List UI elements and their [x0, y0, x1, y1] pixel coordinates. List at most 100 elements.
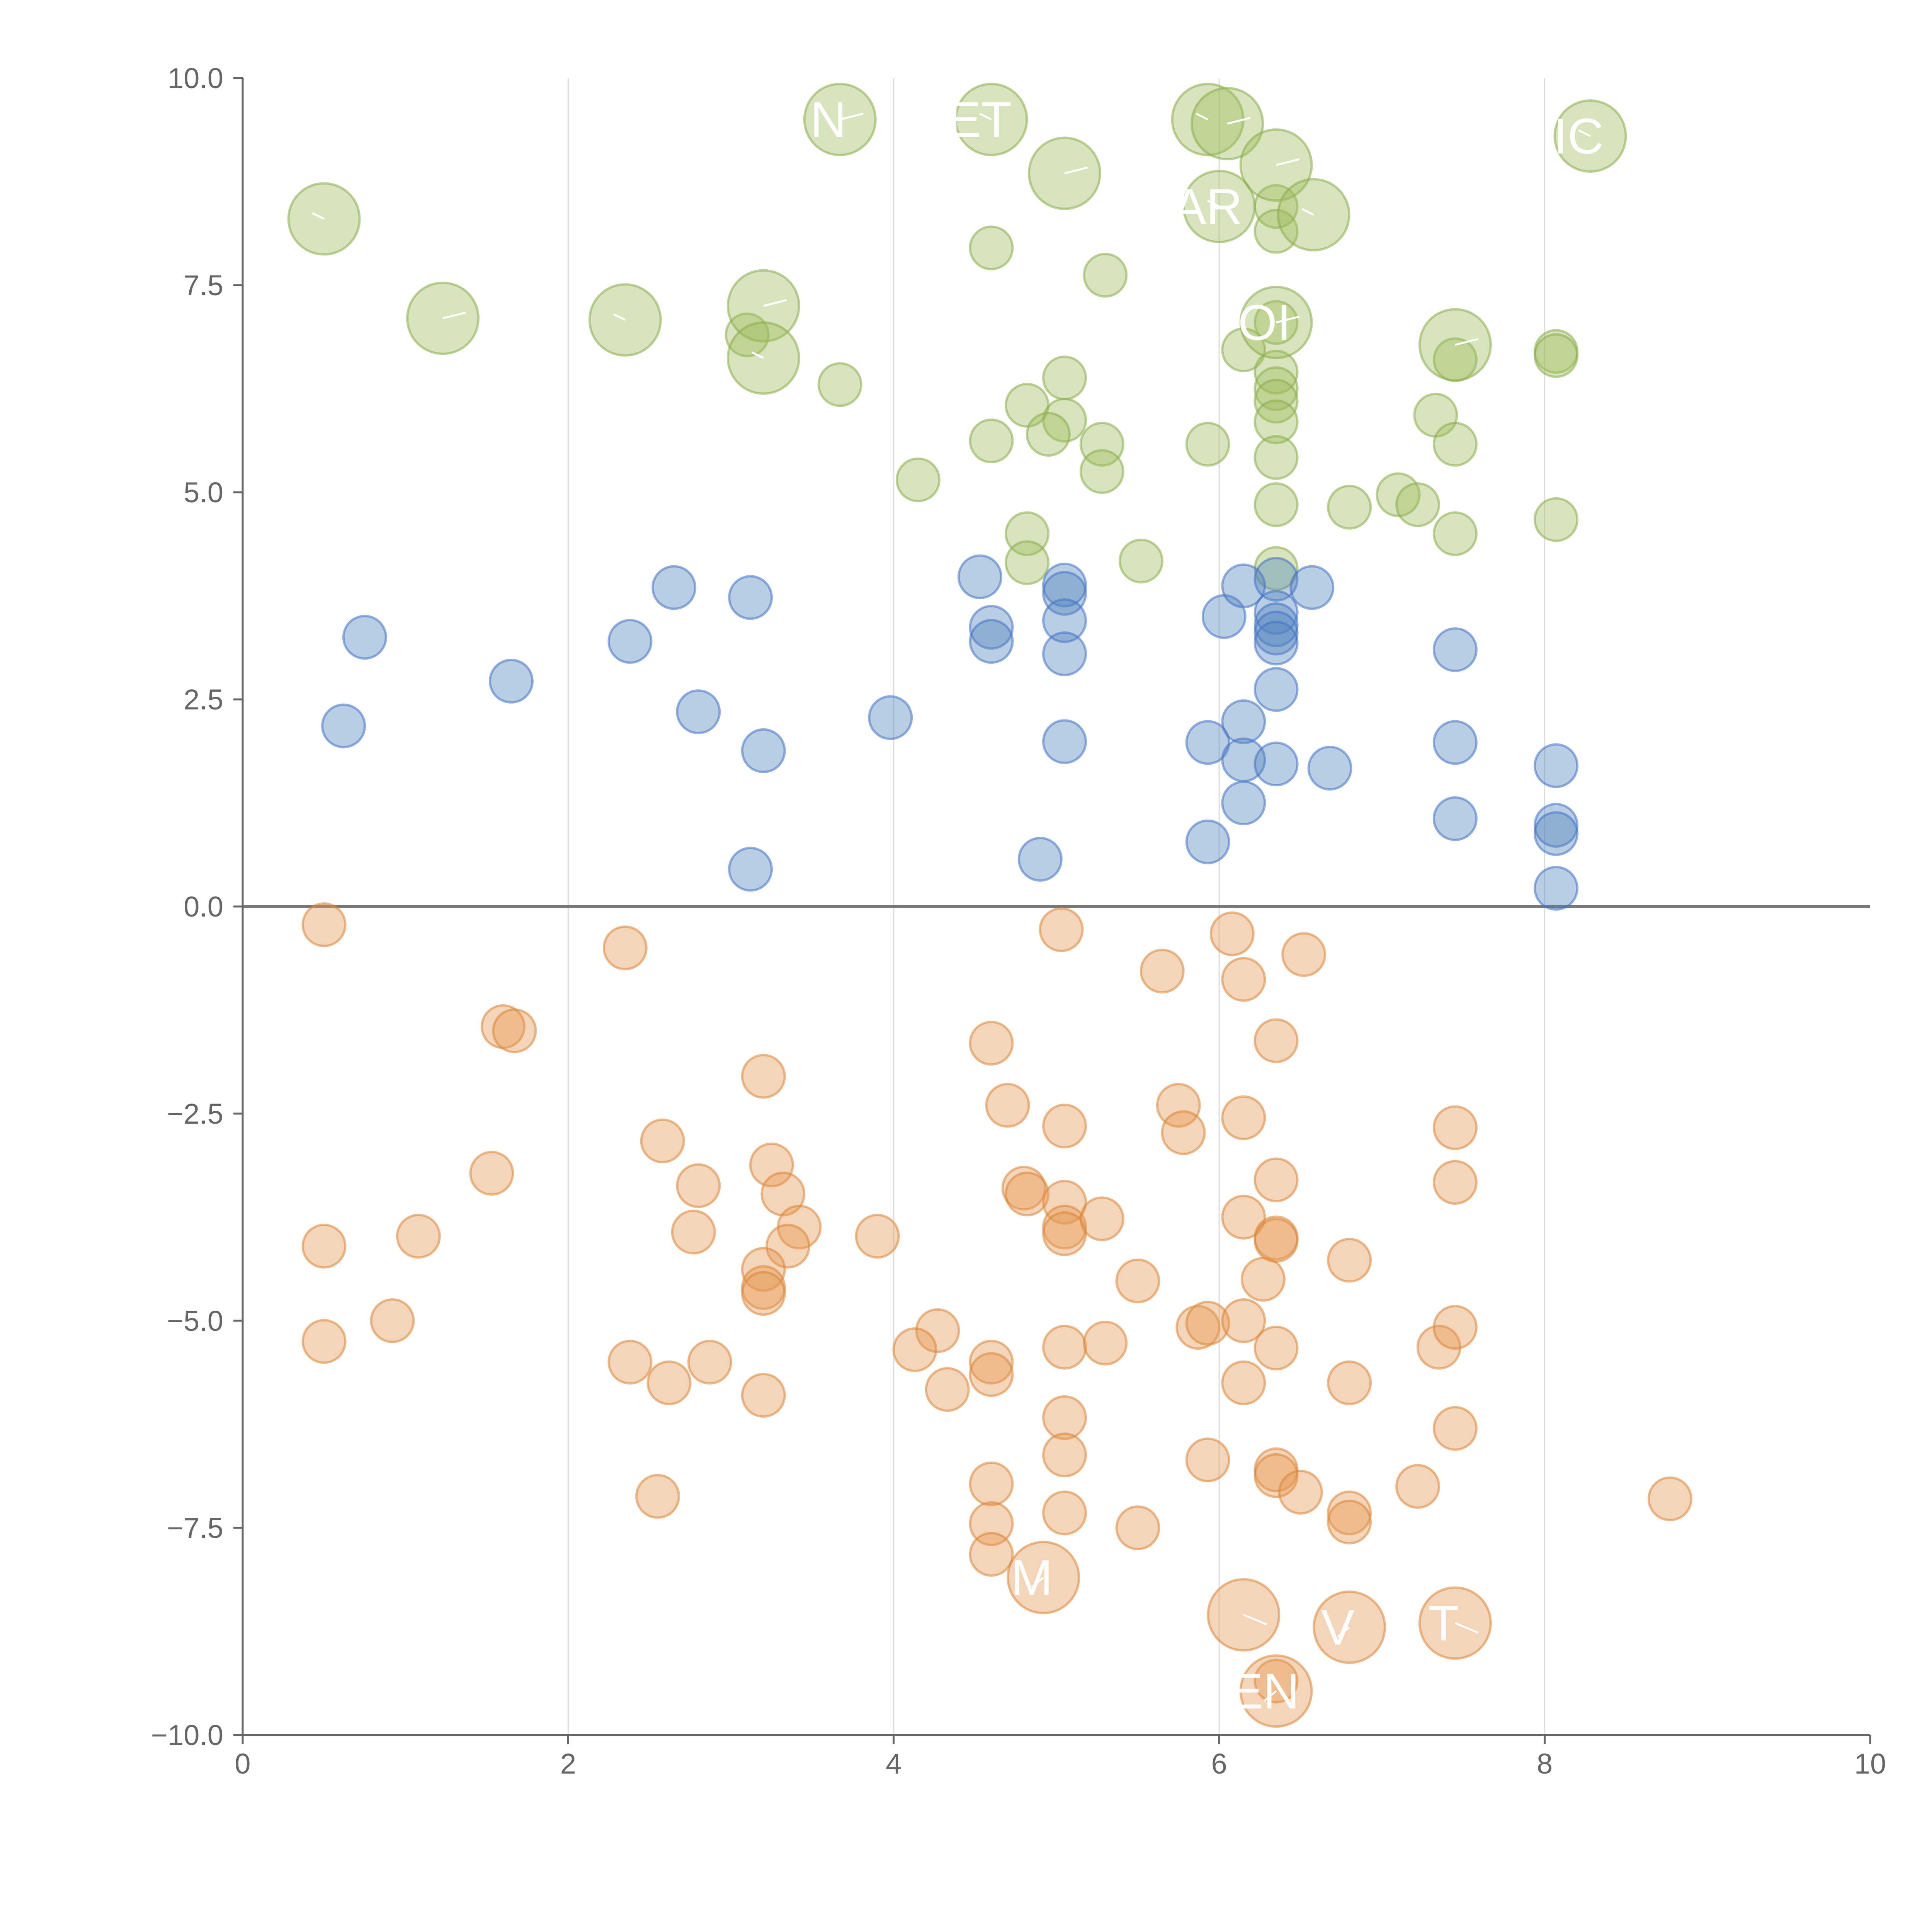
point-lower-orange-47 — [969, 1501, 1014, 1546]
point-lower-orange-49 — [1115, 1259, 1160, 1304]
point-lower-orange-82 — [1432, 1305, 1478, 1350]
point-lower-orange-26 — [969, 1020, 1014, 1066]
point-upper-green-7 — [1253, 366, 1299, 411]
point-middle-blue-35 — [1432, 627, 1478, 672]
point-lower-orange-6 — [469, 1151, 514, 1196]
point-middle-blue-26 — [1253, 557, 1299, 602]
y-tick-label: 5.0 — [184, 476, 223, 509]
point-upper-green-4 — [1221, 327, 1266, 372]
point-upper-green-35 — [1005, 540, 1050, 585]
point-upper-green-17 — [1534, 333, 1579, 378]
annotation-leader-lower-orange-0 — [1031, 1577, 1044, 1588]
point-upper-green-1 — [1083, 253, 1128, 298]
point-lower-orange-21 — [646, 1360, 692, 1405]
series-lower-orange — [301, 902, 1692, 1728]
point-lower-orange-15 — [741, 1271, 786, 1316]
x-tick-label: 2 — [560, 1748, 576, 1780]
point-upper-green-33 — [1534, 497, 1579, 542]
point-middle-blue-37 — [1432, 796, 1478, 841]
point-lower-orange-20 — [607, 1340, 653, 1385]
point-upper-green-2 — [724, 312, 770, 357]
point-lower-orange-17 — [396, 1214, 441, 1259]
point-middle-blue-15 — [1042, 571, 1087, 616]
point-lower-orange-53 — [1161, 1110, 1206, 1155]
point-lower-orange-76 — [1327, 1490, 1372, 1536]
point-lower-orange-18 — [370, 1298, 415, 1343]
point-lower-orange-34 — [1042, 1211, 1087, 1256]
annotation-leader-upper-green-9 — [1227, 117, 1251, 125]
point-lower-orange-7 — [676, 1163, 721, 1208]
y-tick-label: 10.0 — [168, 62, 223, 94]
annotation-leader-upper-green-7 — [1064, 167, 1088, 174]
point-lower-orange-28 — [1039, 907, 1084, 952]
point-upper-green-24 — [1079, 449, 1124, 494]
point-lower-orange-63 — [1240, 1257, 1286, 1302]
point-upper-green-0 — [969, 225, 1014, 270]
point-middle-blue-20 — [1185, 819, 1230, 864]
point-middle-blue-13 — [1017, 837, 1063, 882]
point-middle-blue-33 — [1289, 565, 1335, 610]
point-lower-orange-3 — [492, 1008, 537, 1053]
point-lower-orange-16 — [301, 1224, 347, 1269]
point-upper-green-21 — [1026, 412, 1071, 457]
point-lower-orange-72 — [1278, 1469, 1323, 1515]
x-tick-label: 6 — [1211, 1748, 1227, 1780]
point-upper-green-28 — [1432, 422, 1478, 467]
series-upper-green — [287, 83, 1627, 591]
point-lower-orange-39 — [969, 1340, 1014, 1385]
point-upper-green-29 — [1327, 485, 1372, 530]
point-middle-blue-32 — [1253, 742, 1299, 787]
point-lower-orange-24 — [635, 1474, 680, 1519]
point-lower-orange-81 — [1432, 1160, 1478, 1205]
point-lower-orange-55 — [1185, 1301, 1230, 1346]
point-middle-blue-5 — [676, 689, 721, 735]
point-lower-orange-62 — [1221, 1360, 1266, 1405]
annotation-leader-upper-green-13 — [1455, 338, 1479, 346]
point-lower-orange-60 — [1221, 1195, 1266, 1240]
point-lower-orange-52 — [1156, 1083, 1201, 1128]
annotation-leader-upper-green-15 — [1276, 316, 1300, 323]
point-lower-orange-56 — [1185, 1437, 1230, 1483]
point-lower-orange-74 — [1327, 1238, 1372, 1283]
point-lower-orange-59 — [1221, 1095, 1266, 1140]
annotation-leader-upper-green-14 — [1578, 129, 1591, 137]
point-lower-orange-23 — [741, 1372, 786, 1418]
point-middle-blue-9 — [868, 695, 913, 740]
annotation-label-upper-green-10: AR — [1173, 178, 1243, 235]
x-tick-label: 4 — [886, 1748, 901, 1780]
point-lower-orange-41 — [1042, 1325, 1087, 1370]
annotation-label-lower-orange-0: M — [1011, 1549, 1053, 1606]
y-tick-label: −2.5 — [167, 1098, 223, 1130]
annotation-leader-upper-green-0 — [312, 212, 325, 220]
point-middle-blue-19 — [1185, 720, 1230, 765]
point-lower-orange-44 — [1042, 1432, 1087, 1478]
annotation-label-upper-green-6: ET — [947, 91, 1012, 148]
point-lower-orange-77 — [1327, 1499, 1372, 1544]
point-upper-green-22 — [969, 418, 1014, 464]
point-lower-orange-19 — [301, 1319, 347, 1364]
point-middle-blue-17 — [1042, 631, 1087, 677]
annotation-leader-upper-green-12 — [1301, 208, 1314, 216]
annotation-leader-upper-green-6 — [979, 112, 992, 121]
point-middle-blue-30 — [1253, 621, 1299, 666]
series-middle-blue — [321, 554, 1579, 911]
point-middle-blue-12 — [969, 619, 1014, 664]
point-lower-orange-67 — [1253, 1218, 1299, 1263]
annotation-leader-upper-green-1 — [442, 311, 466, 320]
point-middle-blue-2 — [488, 658, 534, 704]
annotation-leader-upper-green-10 — [1207, 200, 1220, 207]
point-lower-orange-50 — [1115, 1505, 1160, 1550]
point-middle-blue-29 — [1253, 611, 1299, 656]
point-middle-blue-38 — [1534, 743, 1579, 788]
point-middle-blue-6 — [728, 575, 773, 620]
annotation-leader-lower-orange-4 — [1264, 1690, 1277, 1702]
annotation-label-lower-orange-3: T — [1428, 1595, 1459, 1651]
point-middle-blue-4 — [651, 565, 697, 610]
point-middle-blue-10 — [957, 554, 1003, 599]
point-lower-orange-45 — [969, 1461, 1014, 1507]
point-lower-orange-40 — [969, 1352, 1014, 1397]
point-lower-orange-13 — [741, 1247, 786, 1292]
point-lower-orange-8 — [749, 1142, 794, 1187]
point-upper-green-36 — [1119, 538, 1164, 583]
annotation-label-lower-orange-4: EN — [1230, 1663, 1299, 1719]
